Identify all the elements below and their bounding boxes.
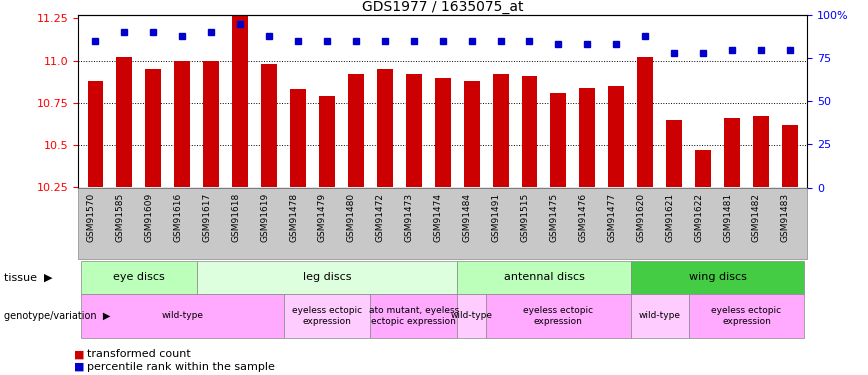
Text: leg discs: leg discs — [303, 273, 352, 282]
Text: GSM91472: GSM91472 — [376, 193, 385, 242]
Title: GDS1977 / 1635075_at: GDS1977 / 1635075_at — [362, 0, 523, 14]
Bar — [435, 78, 450, 188]
Text: GSM91479: GSM91479 — [318, 193, 327, 242]
Text: ■: ■ — [74, 362, 84, 372]
Bar — [522, 76, 537, 188]
Bar — [232, 15, 248, 188]
Text: tissue  ▶: tissue ▶ — [4, 273, 53, 282]
Bar — [405, 74, 422, 188]
Text: GSM91609: GSM91609 — [144, 193, 154, 243]
Text: GSM91570: GSM91570 — [87, 193, 95, 243]
Bar — [377, 69, 392, 188]
Text: GSM91617: GSM91617 — [202, 193, 211, 243]
Text: GSM91483: GSM91483 — [781, 193, 790, 242]
Bar — [579, 88, 595, 188]
Text: GSM91515: GSM91515 — [521, 193, 529, 243]
Text: ■: ■ — [74, 350, 84, 359]
Text: GSM91480: GSM91480 — [347, 193, 356, 242]
Text: GSM91491: GSM91491 — [491, 193, 501, 242]
Text: GSM91616: GSM91616 — [174, 193, 182, 243]
Bar — [203, 61, 219, 188]
Text: wing discs: wing discs — [688, 273, 746, 282]
Text: wild-type: wild-type — [161, 311, 203, 320]
Bar — [550, 93, 566, 188]
Text: GSM91475: GSM91475 — [549, 193, 558, 242]
Text: GSM91621: GSM91621 — [665, 193, 674, 242]
Text: eyeless ectopic
expression: eyeless ectopic expression — [712, 306, 781, 326]
Text: GSM91620: GSM91620 — [636, 193, 645, 242]
Bar — [116, 57, 132, 188]
Bar — [145, 69, 161, 188]
Bar — [174, 61, 190, 188]
Bar — [782, 125, 798, 188]
Bar — [695, 150, 711, 188]
Bar — [667, 120, 682, 188]
Text: antennal discs: antennal discs — [503, 273, 584, 282]
Bar — [724, 118, 740, 188]
Text: GSM91585: GSM91585 — [115, 193, 124, 243]
Bar — [319, 96, 335, 188]
Text: GSM91622: GSM91622 — [694, 193, 703, 242]
Bar — [608, 86, 624, 188]
Text: GSM91478: GSM91478 — [289, 193, 298, 242]
Text: genotype/variation  ▶: genotype/variation ▶ — [4, 311, 111, 321]
Text: GSM91477: GSM91477 — [608, 193, 616, 242]
Bar — [492, 74, 509, 188]
Text: GSM91474: GSM91474 — [434, 193, 443, 242]
Bar — [290, 89, 306, 188]
Text: GSM91618: GSM91618 — [231, 193, 240, 243]
Text: eyeless ectopic
expression: eyeless ectopic expression — [292, 306, 362, 326]
Text: ato mutant, eyeless
ectopic expression: ato mutant, eyeless ectopic expression — [369, 306, 459, 326]
Text: percentile rank within the sample: percentile rank within the sample — [87, 362, 274, 372]
Text: GSM91473: GSM91473 — [404, 193, 414, 242]
Bar — [261, 64, 277, 188]
Bar — [753, 117, 769, 188]
Text: wild-type: wild-type — [450, 311, 493, 320]
Text: transformed count: transformed count — [87, 350, 191, 359]
Bar — [348, 74, 364, 188]
Text: GSM91619: GSM91619 — [260, 193, 269, 243]
Text: wild-type: wild-type — [639, 311, 681, 320]
Text: eye discs: eye discs — [113, 273, 165, 282]
Bar — [464, 81, 479, 188]
Bar — [637, 57, 653, 188]
Text: GSM91481: GSM91481 — [723, 193, 732, 242]
Text: GSM91476: GSM91476 — [578, 193, 588, 242]
Bar — [88, 81, 103, 188]
Text: eyeless ectopic
expression: eyeless ectopic expression — [523, 306, 594, 326]
Text: GSM91482: GSM91482 — [752, 193, 761, 242]
Text: GSM91484: GSM91484 — [463, 193, 471, 242]
